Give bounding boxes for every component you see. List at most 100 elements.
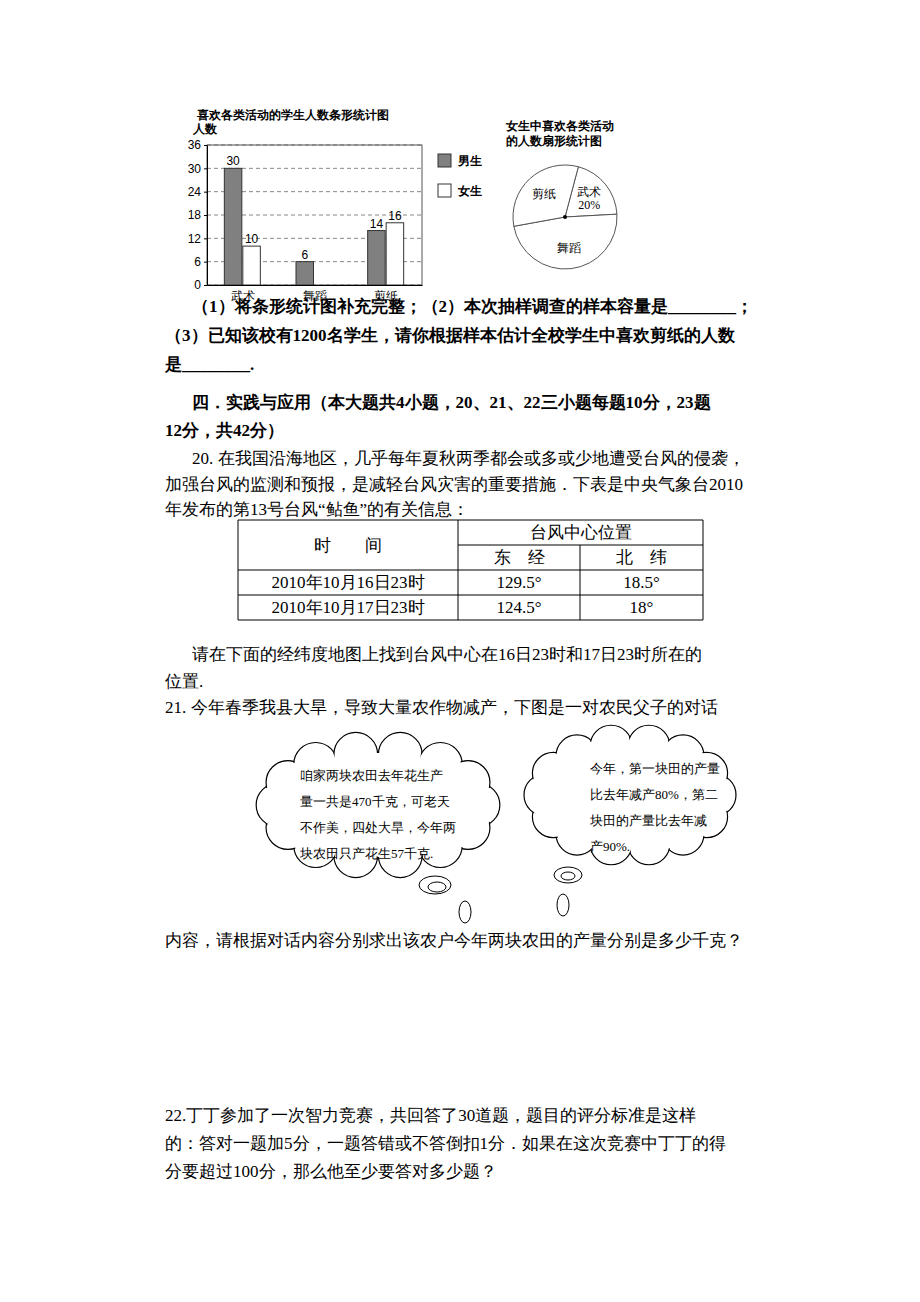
bubble-text: 产90%.	[590, 839, 630, 854]
bar	[243, 246, 260, 285]
chart-title: 喜欢各类活动的学生人数条形统计图	[196, 108, 389, 122]
bubble-text: 块农田只产花生57千克.	[299, 846, 433, 861]
background	[0, 0, 920, 1302]
question-text: 是________.	[164, 355, 254, 374]
question-text: 内容，请根据对话内容分别求出该农户今年两块农田的产量分别是多少千克？	[165, 931, 743, 950]
table-rule	[703, 520, 704, 620]
legend: 男生女生	[438, 154, 482, 198]
bars	[224, 168, 403, 285]
question-text: 分要超过100分，那么他至少要答对多少题？	[165, 1162, 497, 1181]
question-text: 20. 在我国沿海地区，几乎每年夏秋两季都会或多或少地遭受台风的侵袭，	[192, 449, 745, 468]
plot-frame	[207, 145, 422, 285]
table-rule	[238, 520, 703, 521]
bar-chart: 喜欢各类活动的学生人数条形统计图人数061218243036武术舞蹈剪纸3061…	[188, 108, 482, 303]
table-cell: 18°	[630, 598, 654, 617]
figure	[557, 894, 569, 916]
grid	[207, 145, 422, 285]
tick: 6	[194, 255, 207, 269]
table-rule	[238, 520, 239, 620]
center-dot	[563, 215, 567, 219]
tick: 24	[188, 185, 207, 199]
legend-label: 女生	[457, 184, 482, 198]
tick-label: 6	[194, 255, 201, 269]
table-rule	[458, 520, 459, 620]
table-cell: 2010年10月17日23时	[272, 598, 425, 617]
section-title: 四．实践与应用（本大题共4小题，20、21、22三小题每题10分，23题	[192, 393, 711, 412]
tick-mark	[204, 238, 207, 239]
slice	[513, 165, 578, 226]
question-text: 21. 今年春季我县大旱，导致大量农作物减产，下图是一对农民父子的对话	[165, 698, 718, 717]
bubble-tail	[554, 867, 582, 883]
table-header: 东 经	[494, 548, 545, 567]
cloud-fill	[278, 753, 478, 857]
legend-swatch	[438, 184, 451, 197]
tick-label: 18	[188, 208, 202, 222]
tick: 0	[194, 278, 207, 292]
table-header: 台风中心位置	[530, 523, 632, 542]
table-cell: 129.5°	[496, 573, 541, 592]
bar	[368, 231, 386, 285]
bar	[386, 223, 404, 285]
chart-title: 的人数扇形统计图	[506, 134, 602, 148]
table-rule	[580, 545, 581, 620]
speech-bubbles: 咱家两块农田去年花生产量一共是470千克，可老天不作美，四处大旱，今年两块农田只…	[256, 725, 736, 923]
tick: 36	[188, 138, 207, 152]
axis-title: 人数	[192, 122, 218, 136]
question-text: 位置.	[165, 672, 203, 691]
tick-mark	[204, 215, 207, 216]
tick-mark	[204, 285, 207, 286]
bubble-tail	[428, 882, 446, 892]
bar	[296, 262, 314, 285]
bubble-text: 不作美，四处大旱，今年两	[300, 820, 456, 835]
y-axis: 0 6 12 18 24 30 36	[188, 138, 208, 292]
question-text: （1）将条形统计图补充完整；（2）本次抽样调查的样本容量是________；	[192, 297, 753, 316]
data-label: 6	[301, 248, 308, 262]
bubble-tail	[561, 872, 575, 880]
tick-label: 12	[188, 232, 202, 246]
slice-label: 剪纸	[532, 187, 556, 201]
tick: 12	[188, 232, 207, 246]
table-cell: 124.5°	[496, 598, 541, 617]
table: 时 间台风中心位置东 经北 纬2010年10月16日23时129.5°18.5°…	[238, 520, 703, 620]
tick-label: 24	[188, 185, 202, 199]
table-rule	[238, 595, 703, 596]
table-header: 北 纬	[616, 548, 667, 567]
question-text: 22.丁丁参加了一次智力竞赛，共回答了30道题，题目的评分标准是这样	[165, 1106, 696, 1125]
question-text: （3）已知该校有1200名学生，请你根据样本估计全校学生中喜欢剪纸的人数	[165, 326, 736, 345]
axis-line	[208, 285, 423, 286]
section-title: 12分，共42分）	[165, 421, 284, 440]
question-text: 的：答对一题加5分，一题答错或不答倒扣1分．如果在这次竞赛中丁丁的得	[165, 1134, 726, 1153]
table-rule	[238, 570, 703, 571]
bubble-tail	[419, 876, 451, 894]
bubble-text: 今年，第一块田的产量	[590, 761, 720, 776]
bubble-text: 咱家两块农田去年花生产	[300, 768, 443, 783]
data-labels: 306141016	[226, 154, 402, 261]
data-label: 10	[245, 232, 259, 246]
data-label: 14	[370, 217, 384, 231]
slice-label: 舞蹈	[557, 241, 581, 255]
data-label: 16	[388, 209, 402, 223]
table-rule	[238, 620, 703, 621]
data-label: 20%	[578, 198, 600, 212]
question-text: 请在下面的经纬度地图上找到台风中心在16日23时和17日23时所在的	[192, 645, 702, 664]
table-cell: 2010年10月16日23时	[272, 573, 425, 592]
question-text: 年发布的第13号台风“鲇鱼”的有关信息：	[165, 500, 469, 519]
bubble-text: 量一共是470千克，可老天	[300, 794, 450, 809]
legend-label: 男生	[457, 154, 482, 168]
bubble-text: 比去年减产80%，第二	[590, 787, 718, 802]
legend-swatch	[438, 154, 451, 167]
tick: 18	[188, 208, 207, 222]
table-header: 时 间	[314, 536, 382, 555]
tick-label: 30	[188, 162, 202, 176]
page: 喜欢各类活动的学生人数条形统计图人数 0 6 12 18 24 30 36 武术舞蹈 剪纸 30 6 1…	[0, 0, 920, 1302]
slices: 武术20% 舞蹈 剪纸	[513, 165, 617, 269]
tick: 30	[188, 162, 207, 176]
slice-label: 武术	[577, 185, 601, 199]
tick-label: 36	[188, 138, 202, 152]
bubble-father: 咱家两块农田去年花生产量一共是470千克，可老天不作美，四处大旱，今年两块农田只…	[256, 732, 500, 877]
bar	[224, 168, 242, 285]
document: （1）将条形统计图补充完整；（2）本次抽样调查的样本容量是________； （3…	[164, 297, 753, 1181]
tick-label: 0	[194, 278, 201, 292]
figure	[459, 901, 471, 923]
tick-mark	[204, 145, 207, 146]
